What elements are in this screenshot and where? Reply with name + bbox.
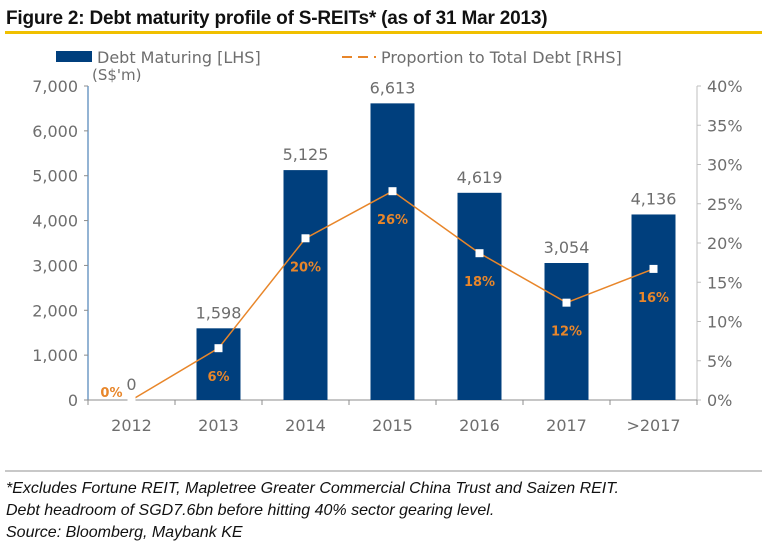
bar-value-label: 5,125 xyxy=(283,145,329,164)
bar-2013 xyxy=(196,328,241,400)
left-tick-label: 4,000 xyxy=(32,212,78,231)
line-point-2012 xyxy=(127,396,136,404)
legend-line-label: Proportion to Total Debt [RHS] xyxy=(381,48,622,67)
bar-value-label: 0 xyxy=(126,375,136,394)
footnote-headroom: Debt headroom of SGD7.6bn before hitting… xyxy=(6,502,495,519)
bar-value-label: 4,136 xyxy=(631,189,677,208)
right-tick-label: 0% xyxy=(707,391,732,410)
left-tick-label: 5,000 xyxy=(32,167,78,186)
line-point-2016 xyxy=(475,249,484,258)
line-point-2015 xyxy=(388,187,397,196)
bar-2016 xyxy=(457,192,502,400)
legend-bar-label: Debt Maturing [LHS] xyxy=(97,48,261,67)
x-tick-label: 2016 xyxy=(459,416,500,435)
right-tick-label: 15% xyxy=(707,273,743,292)
bar-2017 xyxy=(544,263,589,400)
bar->2017 xyxy=(631,214,676,400)
line-value-label: 20% xyxy=(290,260,321,275)
line-value-label: 6% xyxy=(207,370,229,385)
line-point-2013 xyxy=(214,344,223,353)
x-tick-label: 2013 xyxy=(198,416,239,435)
bar-value-label: 3,054 xyxy=(544,238,590,257)
right-tick-label: 30% xyxy=(707,156,743,175)
x-tick-label: 2012 xyxy=(111,416,152,435)
right-tick-label: 10% xyxy=(707,313,743,332)
figure-title: Figure 2: Debt maturity profile of S-REI… xyxy=(6,8,548,29)
left-tick-label: 2,000 xyxy=(32,301,78,320)
line-point-2014 xyxy=(301,234,310,243)
x-tick-label: 2017 xyxy=(546,416,587,435)
x-tick-label: 2015 xyxy=(372,416,413,435)
right-tick-label: 5% xyxy=(707,352,732,371)
right-tick-label: 40% xyxy=(707,77,743,96)
left-tick-label: 7,000 xyxy=(32,77,78,96)
left-tick-label: 1,000 xyxy=(32,346,78,365)
line-value-label: 12% xyxy=(551,325,582,340)
footnote-source: Source: Bloomberg, Maybank KE xyxy=(6,524,243,541)
line-value-label: 18% xyxy=(464,275,495,290)
debt-maturity-chart: 0 1,000 2,000 3,000 4,000 5,000 6,000 7,000 0% 5%… xyxy=(32,48,743,435)
x-tick-label: 2014 xyxy=(285,416,326,435)
right-tick-label: 35% xyxy=(707,116,743,135)
title-underline xyxy=(5,31,762,34)
bar-2014 xyxy=(283,170,328,400)
line-value-label: 16% xyxy=(638,291,669,306)
right-tick-label: 20% xyxy=(707,234,743,253)
legend-bar-swatch xyxy=(56,51,92,62)
bar-2015 xyxy=(370,103,415,400)
right-tick-label: 25% xyxy=(707,195,743,214)
bar-value-label: 6,613 xyxy=(370,78,416,97)
footnote-excludes: *Excludes Fortune REIT, Mapletree Greate… xyxy=(6,480,619,497)
left-tick-label: 0 xyxy=(68,391,78,410)
left-axis-unit: (S$'m) xyxy=(92,66,142,84)
left-tick-label: 3,000 xyxy=(32,256,78,275)
left-tick-label: 6,000 xyxy=(32,122,78,141)
x-tick-label: >2017 xyxy=(626,416,680,435)
footer-divider xyxy=(5,470,762,472)
line-value-label: 26% xyxy=(377,213,408,228)
line-value-label: 0% xyxy=(100,386,122,401)
bar-value-label: 4,619 xyxy=(457,168,503,187)
bar-value-label: 1,598 xyxy=(196,303,242,322)
line-point-2017 xyxy=(562,298,571,307)
line-point->2017 xyxy=(649,264,658,273)
